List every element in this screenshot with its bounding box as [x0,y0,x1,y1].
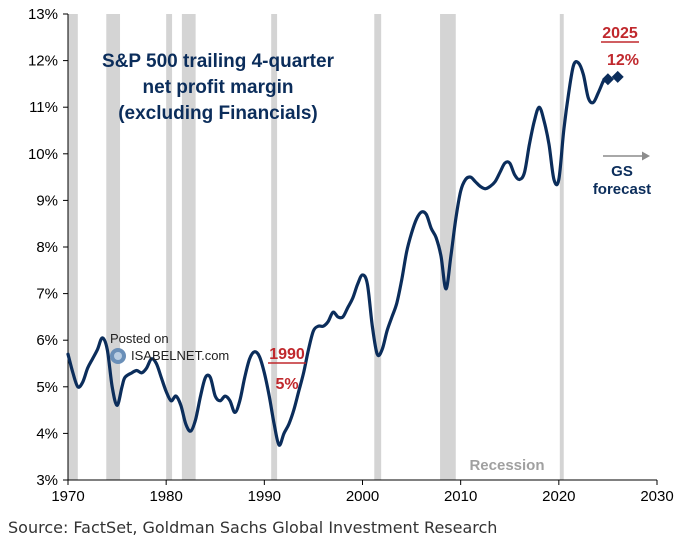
recession-band-2 [166,14,173,480]
recession-band-0 [68,14,78,480]
watermark-line-2: ISABELNET.com [131,348,229,363]
gs-forecast-label-line-1: GS [611,163,633,180]
recession-band-4 [271,14,278,480]
annotation-2025-value: 12% [607,52,639,69]
gs-forecast-label-line-2: forecast [593,181,651,198]
recession-band-3 [181,14,196,480]
forecast-marker-1 [611,70,624,83]
y-tick-label-0: 3% [36,472,58,489]
recession-band-5 [374,14,382,480]
watermark-globe-highlight [114,352,122,360]
y-tick-label-4: 7% [36,286,58,303]
x-tick-label-4: 2010 [444,488,477,505]
watermark-line-1: Posted on [110,331,169,346]
chart-title-line-1: S&P 500 trailing 4-quarter [102,51,335,72]
y-tick-label-1: 4% [36,425,58,442]
annotation-2025-year: 2025 [602,25,638,42]
forecast-marker-0 [601,73,614,86]
annotation-1990-value: 5% [275,376,298,393]
y-tick-label-8: 11% [29,99,58,116]
chart-title-line-2: net profit margin [143,77,294,98]
y-tick-label-10: 13% [28,6,58,23]
recession-bands [68,14,564,480]
x-tick-label-6: 2030 [640,488,673,505]
series-layer [66,60,624,447]
y-tick-label-7: 10% [28,146,58,163]
x-tick-label-2: 1990 [248,488,281,505]
x-tick-label-1: 1980 [149,488,182,505]
x-tick-label-5: 2020 [542,488,575,505]
watermark: Posted on ISABELNET.com [110,331,229,364]
forecast-arrow-head [642,151,650,161]
y-tick-label-9: 12% [28,53,58,70]
y-tick-label-2: 5% [36,379,58,396]
recession-band-1 [106,14,121,480]
y-tick-label-5: 8% [36,239,58,256]
y-tick-label-3: 6% [36,332,58,349]
x-tick-label-3: 2000 [346,488,379,505]
chart-title-line-3: (excluding Financials) [118,103,318,124]
recession-band-7 [559,14,564,480]
y-tick-label-6: 9% [36,192,58,209]
margin-series-line [66,60,605,447]
recession-band-6 [440,14,456,480]
recession-label: Recession [469,457,544,474]
x-tick-label-0: 1970 [51,488,84,505]
source-note: Source: FactSet, Goldman Sachs Global In… [8,518,498,537]
axes: 3% 4% 5% 6% 7% 8% 9% 10% 11% 12% 13% 1970 1980 1990 20… [28,6,674,505]
annotation-1990-year: 1990 [269,346,305,363]
